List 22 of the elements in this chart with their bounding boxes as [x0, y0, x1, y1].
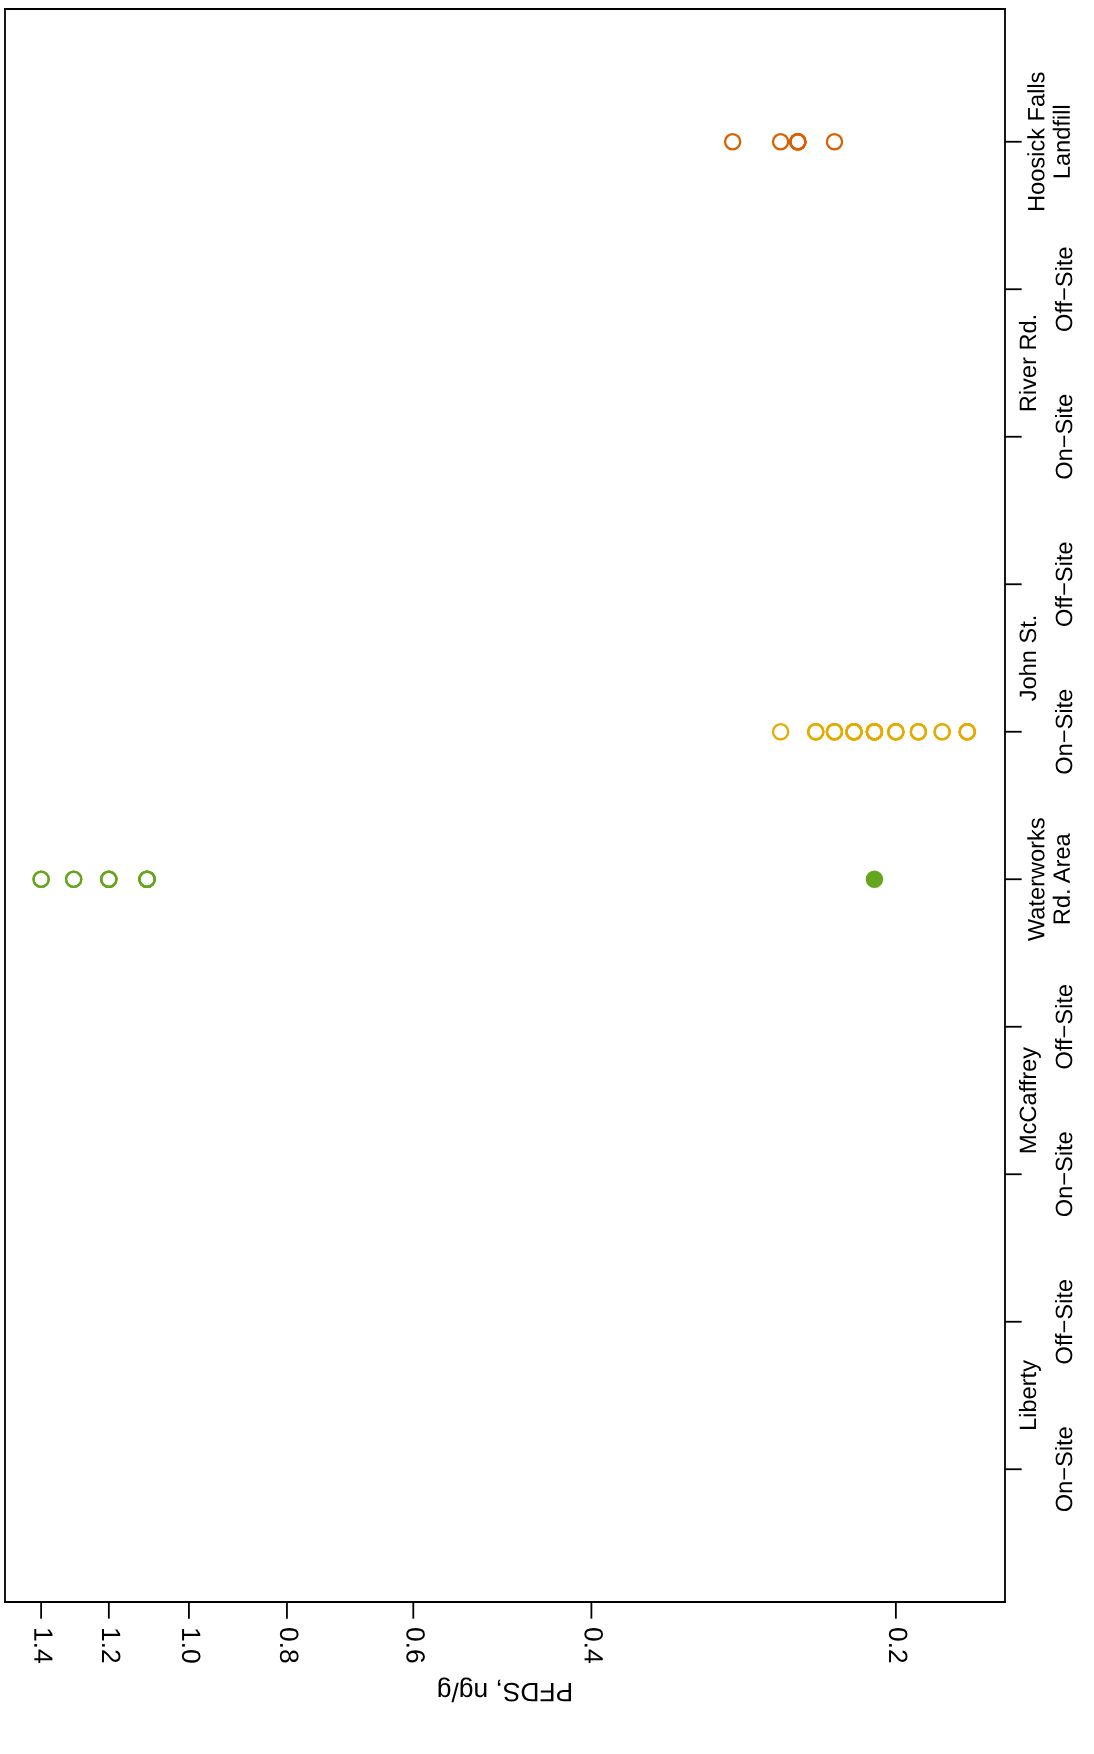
x-tick-label: 1.4	[34, 1629, 53, 1663]
y-tick-label: On−Site	[1055, 689, 1073, 774]
y-tick-label: On−Site	[1055, 1427, 1073, 1512]
x-axis-title: PFDS, ng/g	[438, 1677, 572, 1703]
y-tick-label: Off−Site	[1055, 1280, 1073, 1364]
y-tick-label: Off−Site	[1055, 542, 1073, 626]
y-tick-label: Off−Site	[1055, 985, 1073, 1069]
y-tick-label: Waterworks Rd. Area	[1027, 818, 1070, 942]
y-tick-label: On−Site	[1055, 394, 1073, 479]
y-tick-label: Hoosick Falls Landfill	[1027, 72, 1070, 210]
text: Liberty	[1018, 1360, 1041, 1429]
x-tick-label: 1.0	[181, 1629, 201, 1663]
text: John St.	[1018, 616, 1037, 701]
y-tick-label: Off−Site	[1055, 247, 1073, 331]
text: McCaffrey	[1018, 1046, 1041, 1153]
x-tick-label: 0.2	[888, 1628, 908, 1663]
x-tick-label: 0.8	[279, 1628, 299, 1663]
text: River Rd.	[1018, 315, 1037, 411]
x-tick-label: 0.4	[584, 1628, 603, 1663]
y-tick-label: On−Site	[1055, 1132, 1073, 1217]
x-tick-label: 1.2	[102, 1629, 121, 1663]
x-tick-label: 0.6	[406, 1628, 425, 1663]
